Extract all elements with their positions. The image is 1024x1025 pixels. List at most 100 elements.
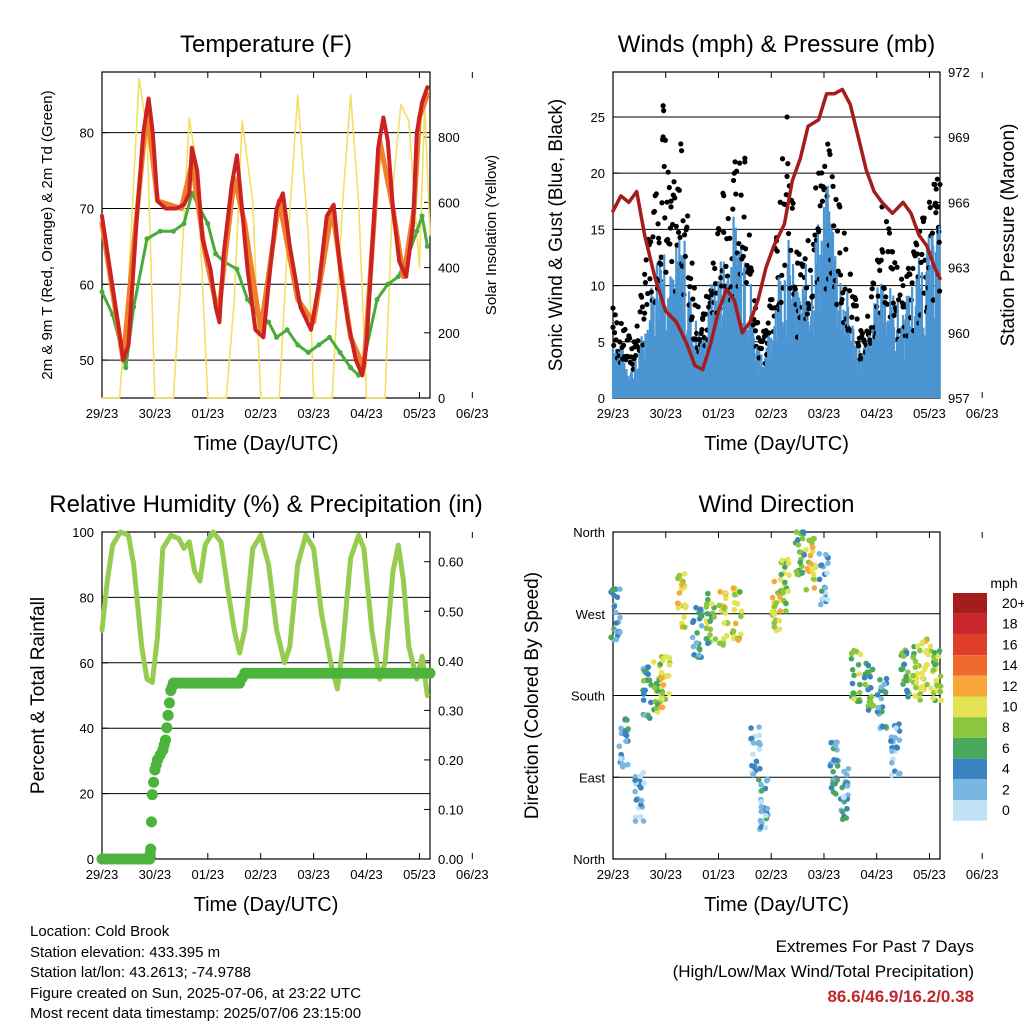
x-axis-label: Time (Day/UTC) (704, 894, 849, 916)
gust-point (787, 285, 793, 291)
gust-point (730, 177, 737, 184)
direction-point (785, 588, 791, 595)
gust-point (743, 246, 749, 252)
direction-point (705, 640, 711, 647)
dewpoint-point (284, 327, 290, 333)
precip-point (146, 789, 158, 801)
direction-point (820, 595, 826, 602)
direction-point (758, 787, 765, 794)
x-tick-label: 06/23 (456, 867, 489, 882)
direction-point (832, 791, 839, 797)
x-tick-label: 30/23 (649, 406, 682, 421)
direction-point (632, 814, 639, 820)
direction-point (899, 666, 906, 672)
gust-point (929, 230, 936, 236)
x-tick-label: 30/23 (139, 406, 172, 421)
gust-point (826, 148, 832, 154)
gust-point (785, 161, 791, 167)
legend-swatch (953, 613, 987, 635)
legend-swatch (953, 758, 987, 780)
y-tick-label: 25 (591, 110, 605, 125)
gust-point (676, 187, 682, 193)
direction-point (689, 634, 696, 641)
gust-point (937, 288, 943, 294)
gust-point (732, 159, 738, 165)
gust-point (784, 173, 790, 180)
y2-tick-label: 0.10 (438, 802, 463, 817)
gust-point (847, 271, 853, 277)
gust-point (881, 285, 887, 291)
gust-point (886, 226, 892, 232)
gust-point (687, 284, 693, 290)
gust-point (647, 276, 653, 282)
direction-point (785, 556, 791, 563)
direction-point (632, 788, 638, 795)
x-tick-label: 29/23 (86, 867, 119, 882)
precip-point (424, 667, 436, 679)
gust-point (712, 265, 718, 272)
precip-point (145, 843, 157, 855)
direction-point (709, 601, 715, 607)
legend-swatch (953, 779, 987, 800)
direction-point (711, 614, 717, 620)
direction-point (642, 687, 648, 694)
direction-point (658, 695, 665, 702)
gust-point (738, 192, 744, 198)
direction-point (645, 713, 652, 720)
direction-point (894, 745, 901, 751)
direction-point (732, 620, 739, 627)
gust-point (741, 214, 747, 220)
direction-point (786, 572, 792, 578)
legend-swatch (953, 675, 987, 697)
gust-point (675, 229, 682, 235)
gust-point (846, 288, 853, 294)
dewpoint-point (348, 365, 354, 371)
y2-tick-label: 972 (948, 65, 970, 80)
direction-point (930, 667, 937, 673)
direction-point (883, 675, 890, 682)
y-tick-label: West (576, 607, 606, 622)
direction-point (651, 684, 658, 691)
dewpoint-point (144, 236, 150, 242)
direction-point (917, 697, 923, 703)
y2-tick-label: 960 (948, 326, 970, 341)
direction-point (830, 768, 836, 775)
gust-point (752, 328, 759, 334)
direction-point (721, 605, 728, 612)
direction-point (769, 594, 776, 601)
y-tick-label: 0 (598, 391, 605, 406)
gust-point (618, 320, 624, 327)
direction-point (869, 666, 876, 673)
direction-point (641, 780, 647, 787)
direction-point (694, 630, 700, 636)
gust-point (831, 223, 837, 229)
direction-point (912, 664, 919, 671)
x-tick-label: 05/23 (913, 406, 946, 421)
direction-point (758, 781, 764, 788)
x-tick-label: 02/23 (755, 867, 788, 882)
direction-point (849, 680, 856, 687)
gust-point (716, 227, 722, 233)
direction-point (624, 717, 630, 723)
direction-point (829, 780, 836, 787)
gust-point (665, 169, 671, 175)
chart-title: Relative Humidity (%) & Precipitation (i… (49, 491, 482, 518)
direction-point (903, 649, 910, 656)
direction-point (721, 620, 728, 626)
direction-point (816, 576, 823, 583)
direction-point (844, 772, 850, 778)
x-tick-label: 06/23 (966, 406, 999, 421)
gust-point (689, 314, 695, 320)
direction-point (751, 763, 757, 770)
gust-point (921, 215, 927, 221)
direction-point (910, 654, 917, 661)
gust-point (889, 266, 896, 272)
direction-point (874, 692, 881, 698)
gust-point (782, 262, 788, 268)
direction-point (738, 631, 744, 638)
direction-point (617, 755, 624, 762)
precip-point (163, 697, 175, 709)
gust-point (693, 336, 699, 342)
direction-point (865, 707, 872, 713)
